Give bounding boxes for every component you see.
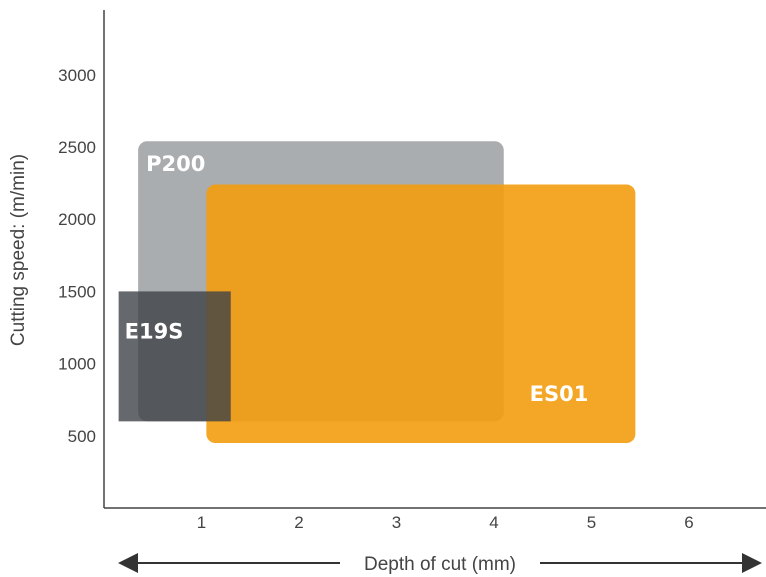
x-tick-labels: 1 2 3 4 5 6 bbox=[197, 513, 694, 532]
x-tick-label: 5 bbox=[587, 513, 596, 532]
x-tick-label: 3 bbox=[392, 513, 401, 532]
y-axis-title: Cutting speed: (m/min) bbox=[8, 154, 29, 346]
range-label-p200: P200 bbox=[146, 152, 205, 176]
y-tick-label: 3000 bbox=[58, 66, 96, 85]
range-box-e19s bbox=[118, 291, 231, 422]
range-label-e19s: E19S bbox=[125, 319, 184, 343]
y-tick-label: 1000 bbox=[58, 355, 96, 374]
y-tick-label: 2000 bbox=[58, 210, 96, 229]
x-axis-title: Depth of cut (mm) bbox=[364, 554, 516, 575]
x-tick-label: 4 bbox=[489, 513, 498, 532]
y-tick-labels: 500 1000 1500 2000 2500 3000 bbox=[58, 66, 96, 446]
x-tick-label: 6 bbox=[684, 513, 693, 532]
x-tick-label: 1 bbox=[197, 513, 206, 532]
y-tick-label: 1500 bbox=[58, 282, 96, 301]
range-label-es01: ES01 bbox=[530, 382, 589, 406]
y-tick-label: 500 bbox=[68, 427, 96, 446]
range-box-es01 bbox=[206, 184, 636, 444]
range-boxes: P200 ES01 E19S bbox=[118, 141, 636, 444]
y-tick-label: 2500 bbox=[58, 138, 96, 157]
x-tick-label: 2 bbox=[294, 513, 303, 532]
